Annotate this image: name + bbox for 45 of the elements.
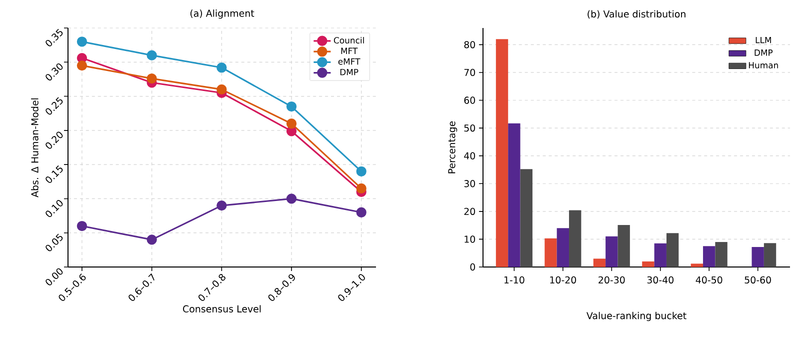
bar bbox=[556, 228, 570, 267]
x-tick-label: 10-20 bbox=[550, 276, 576, 284]
y-tick-label: 10 bbox=[464, 236, 476, 243]
legend-label: Human bbox=[748, 62, 778, 68]
bar bbox=[690, 264, 704, 267]
legend-label: MFT bbox=[341, 48, 358, 54]
y-tick-label: 20 bbox=[464, 208, 476, 216]
bar bbox=[520, 169, 532, 267]
x-tick-label: 30-40 bbox=[647, 276, 674, 284]
bar bbox=[654, 243, 666, 267]
legend-label: DMP bbox=[754, 50, 773, 56]
y-axis-title: Abs. Δ Human-Model bbox=[31, 98, 38, 198]
legend-label: DMP bbox=[340, 68, 358, 76]
bar bbox=[569, 210, 582, 267]
legend-label: LLM bbox=[756, 36, 771, 44]
y-tick-label: 60 bbox=[464, 96, 476, 104]
x-tick-label: 50-60 bbox=[744, 276, 771, 284]
bar bbox=[666, 233, 679, 267]
y-tick-label: 80 bbox=[464, 41, 476, 48]
y-tick-label: 40 bbox=[464, 152, 476, 160]
y-tick-label: 30 bbox=[464, 180, 476, 188]
bar bbox=[752, 246, 764, 267]
y-tick-label: 70 bbox=[464, 68, 476, 76]
x-axis-title: Consensus Level bbox=[183, 305, 261, 312]
bar bbox=[618, 225, 630, 267]
bar bbox=[642, 261, 654, 267]
y-axis-title: Percentage bbox=[448, 121, 458, 174]
bar bbox=[508, 123, 520, 267]
bar bbox=[593, 258, 606, 267]
legend-label: Council bbox=[334, 36, 364, 44]
bar bbox=[715, 242, 728, 267]
bar bbox=[544, 238, 557, 267]
chart-title: (b) Value distribution bbox=[588, 10, 686, 19]
bar bbox=[764, 243, 776, 267]
x-tick-label: 20-30 bbox=[598, 276, 625, 284]
x-tick-label: 40-50 bbox=[696, 276, 722, 284]
bar bbox=[496, 39, 508, 267]
bar bbox=[606, 236, 618, 267]
x-axis-title: Value-ranking bucket bbox=[586, 312, 686, 322]
y-tick-label: 0 bbox=[470, 263, 476, 271]
x-tick-label: 1-10 bbox=[504, 276, 524, 284]
chart-title: (a) Alignment bbox=[190, 10, 254, 19]
y-tick-label: 50 bbox=[464, 124, 476, 132]
bar bbox=[703, 246, 716, 267]
legend-label: eMFT bbox=[338, 58, 360, 65]
